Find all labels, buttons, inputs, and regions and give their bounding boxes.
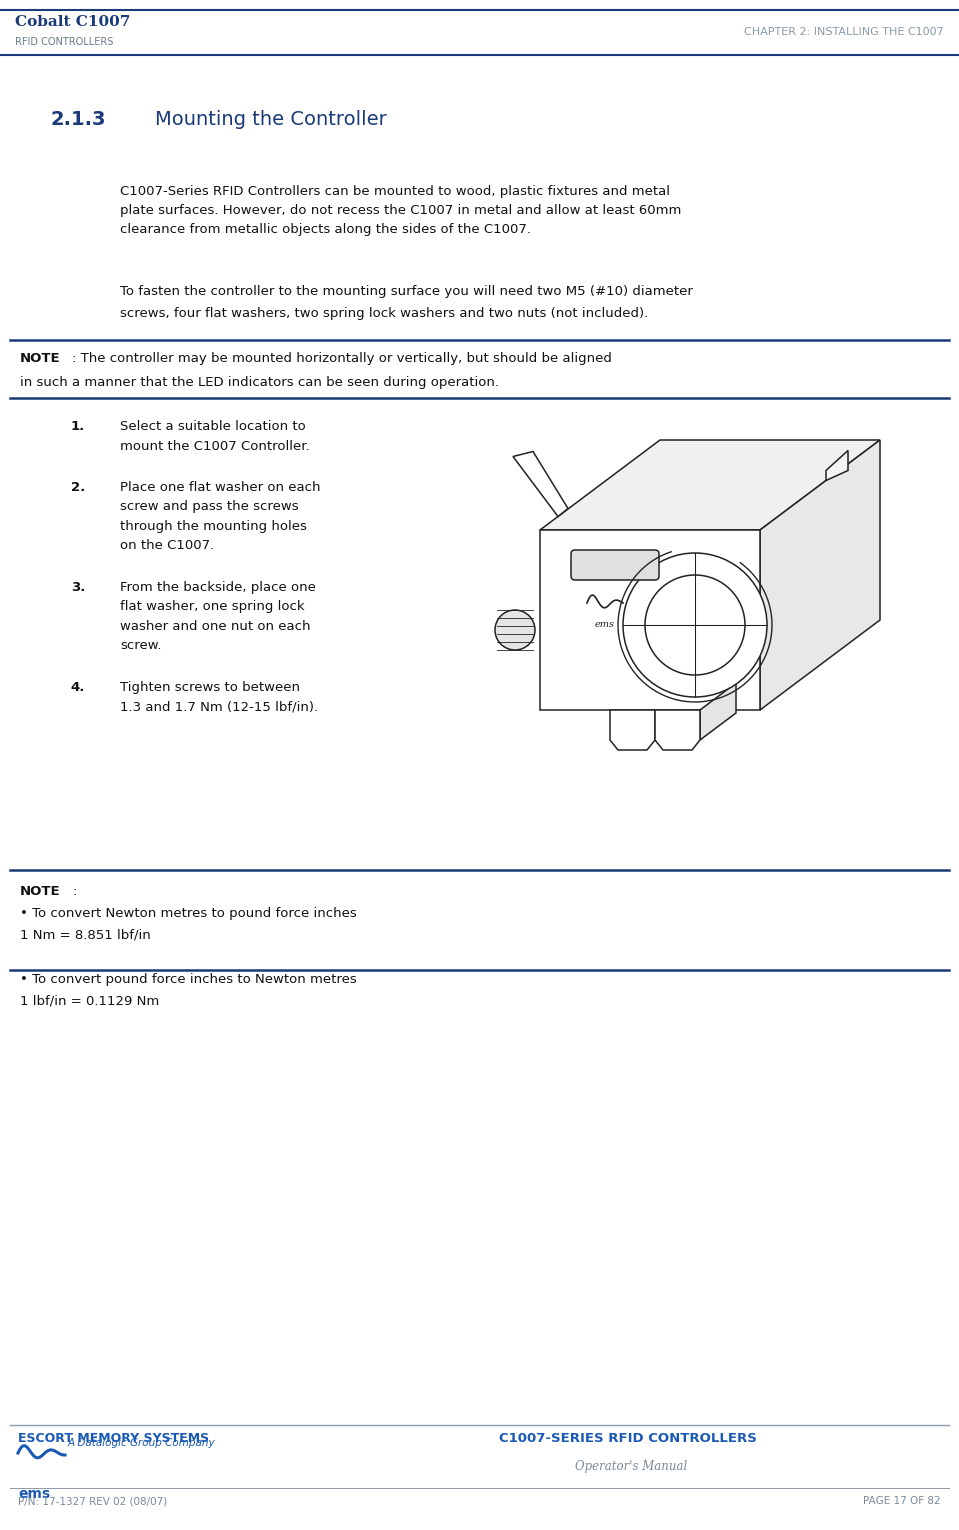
Text: PAGE 17 OF 82: PAGE 17 OF 82 <box>863 1496 941 1506</box>
Text: C1007-SERIES RFID CONTROLLERS: C1007-SERIES RFID CONTROLLERS <box>499 1432 757 1444</box>
Circle shape <box>645 575 745 675</box>
Text: NOTE: NOTE <box>20 884 60 898</box>
Polygon shape <box>513 451 568 517</box>
Text: flat washer, one spring lock: flat washer, one spring lock <box>120 600 305 614</box>
Text: NOTE: NOTE <box>20 352 60 366</box>
Text: CHAPTER 2: INSTALLING THE C1007: CHAPTER 2: INSTALLING THE C1007 <box>744 28 944 38</box>
Text: :: : <box>72 884 77 898</box>
Text: screws, four flat washers, two spring lock washers and two nuts (not included).: screws, four flat washers, two spring lo… <box>120 308 648 320</box>
Text: ems: ems <box>595 620 615 629</box>
Polygon shape <box>540 529 760 710</box>
Polygon shape <box>700 682 736 741</box>
Text: Place one flat washer on each: Place one flat washer on each <box>120 480 320 494</box>
Text: through the mounting holes: through the mounting holes <box>120 520 307 532</box>
Text: 2.1.3: 2.1.3 <box>50 110 105 129</box>
Text: 1 lbf/in = 0.1129 Nm: 1 lbf/in = 0.1129 Nm <box>20 994 159 1008</box>
Text: in such a manner that the LED indicators can be seen during operation.: in such a manner that the LED indicators… <box>20 376 499 389</box>
Text: ems: ems <box>18 1487 50 1501</box>
Text: From the backside, place one: From the backside, place one <box>120 581 316 594</box>
Text: Tighten screws to between: Tighten screws to between <box>120 681 300 695</box>
Text: Cobalt C1007: Cobalt C1007 <box>15 15 130 29</box>
Text: 1.: 1. <box>71 421 85 433</box>
Text: ESCORT MEMORY SYSTEMS: ESCORT MEMORY SYSTEMS <box>18 1432 209 1444</box>
FancyBboxPatch shape <box>571 549 659 580</box>
Polygon shape <box>610 710 655 750</box>
Polygon shape <box>655 710 700 750</box>
Text: on the C1007.: on the C1007. <box>120 540 214 552</box>
Polygon shape <box>760 441 880 710</box>
Text: 4.: 4. <box>71 681 85 695</box>
Text: : The controller may be mounted horizontally or vertically, but should be aligne: : The controller may be mounted horizont… <box>72 352 612 366</box>
Text: 1 Nm = 8.851 lbf/in: 1 Nm = 8.851 lbf/in <box>20 929 151 942</box>
Text: • To convert Newton metres to pound force inches: • To convert Newton metres to pound forc… <box>20 907 357 920</box>
Text: Select a suitable location to: Select a suitable location to <box>120 421 306 433</box>
Text: 2.: 2. <box>71 480 85 494</box>
Text: C1007-Series RFID Controllers can be mounted to wood, plastic fixtures and metal: C1007-Series RFID Controllers can be mou… <box>120 185 682 236</box>
Text: mount the C1007 Controller.: mount the C1007 Controller. <box>120 439 310 453</box>
Text: 3.: 3. <box>71 581 85 594</box>
Polygon shape <box>540 441 880 529</box>
Text: • To convert pound force inches to Newton metres: • To convert pound force inches to Newto… <box>20 973 357 985</box>
Text: washer and one nut on each: washer and one nut on each <box>120 620 311 633</box>
Polygon shape <box>826 450 848 480</box>
Text: 1.3 and 1.7 Nm (12-15 lbf/in).: 1.3 and 1.7 Nm (12-15 lbf/in). <box>120 701 318 713</box>
Text: P/N: 17-1327 REV 02 (08/07): P/N: 17-1327 REV 02 (08/07) <box>18 1496 167 1506</box>
Text: To fasten the controller to the mounting surface you will need two M5 (#10) diam: To fasten the controller to the mounting… <box>120 285 692 298</box>
Text: screw.: screw. <box>120 640 161 652</box>
Text: Operator's Manual: Operator's Manual <box>575 1460 688 1473</box>
Text: screw and pass the screws: screw and pass the screws <box>120 500 298 514</box>
Text: Mounting the Controller: Mounting the Controller <box>155 110 386 129</box>
Circle shape <box>495 610 535 650</box>
Text: RFID CONTROLLERS: RFID CONTROLLERS <box>15 38 113 47</box>
Text: A Datalogic Group Company: A Datalogic Group Company <box>68 1438 216 1447</box>
Circle shape <box>623 552 767 698</box>
